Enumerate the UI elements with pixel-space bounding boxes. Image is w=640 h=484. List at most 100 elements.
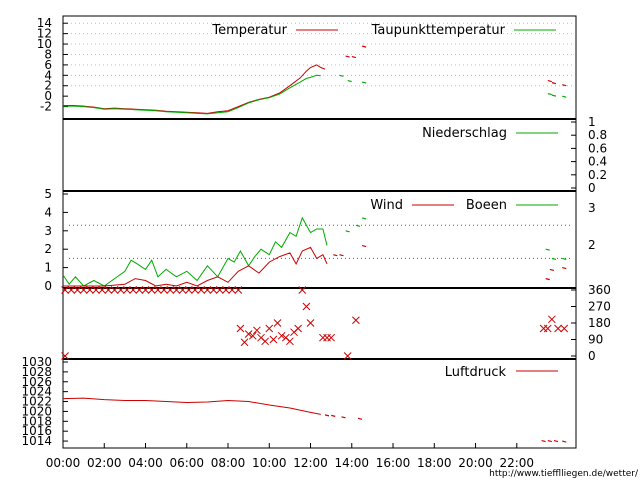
series-fragment bbox=[331, 414, 336, 417]
y2-tick-label: 0.6 bbox=[588, 141, 607, 155]
direction-marker bbox=[191, 286, 199, 294]
y2-tick-label: 3 bbox=[588, 201, 596, 215]
series-fragment bbox=[339, 254, 344, 257]
direction-marker bbox=[79, 286, 88, 294]
direction-marker bbox=[129, 286, 137, 294]
series-fragment bbox=[545, 278, 550, 281]
series-fragment bbox=[341, 416, 346, 419]
x-tick-label: 08:00 bbox=[211, 456, 246, 470]
direction-marker bbox=[98, 286, 107, 294]
direction-marker bbox=[154, 286, 162, 294]
direction-marker bbox=[116, 286, 125, 294]
series-fragment bbox=[357, 417, 363, 420]
legend-rain: Niederschlag bbox=[422, 126, 507, 141]
direction-marker bbox=[61, 352, 69, 360]
direction-marker bbox=[228, 286, 236, 294]
direction-marker bbox=[209, 286, 218, 294]
y-tick-label: 1014 bbox=[21, 434, 52, 448]
series-fragment bbox=[333, 254, 338, 257]
x-tick-label: 02:00 bbox=[87, 456, 122, 470]
series-fragment bbox=[362, 217, 367, 220]
x-tick-label: 16:00 bbox=[376, 456, 411, 470]
panel-frames bbox=[62, 15, 577, 449]
direction-marker bbox=[67, 286, 76, 294]
direction-marker bbox=[61, 286, 69, 294]
y-tick-label: 4 bbox=[44, 68, 52, 82]
series-fragment bbox=[362, 45, 367, 48]
y-tick-label: 1022 bbox=[21, 395, 52, 409]
y2-tick-label: 270 bbox=[588, 300, 611, 314]
series-fragment bbox=[355, 224, 361, 227]
x-tick-label: 04:00 bbox=[128, 456, 163, 470]
direction-marker bbox=[234, 286, 243, 294]
data-series bbox=[61, 45, 569, 443]
y-tick-label: 2 bbox=[44, 242, 52, 256]
y-tick-label: 1 bbox=[44, 261, 52, 275]
x-tick-label: 06:00 bbox=[169, 456, 204, 470]
direction-marker bbox=[539, 324, 548, 333]
chart-frame bbox=[62, 15, 577, 449]
y-tick-label: 3 bbox=[44, 224, 52, 238]
y2-tick-label: 1 bbox=[588, 115, 596, 129]
legend-dewpoint: Taupunkttemperatur bbox=[371, 23, 506, 38]
y-tick-label: 0 bbox=[44, 279, 52, 293]
direction-marker bbox=[222, 286, 230, 294]
direction-marker bbox=[104, 286, 113, 294]
direction-marker bbox=[244, 330, 253, 338]
direction-marker bbox=[203, 286, 212, 294]
series-fragment bbox=[545, 248, 550, 251]
y-tick-label: 1026 bbox=[21, 375, 52, 389]
direction-marker bbox=[92, 286, 100, 294]
axis-ticks: 00:00 02:00 04:00 06:00 08:00 10:00 12:00 14:00… bbox=[21, 16, 610, 470]
direction-marker bbox=[240, 338, 249, 347]
direction-marker bbox=[253, 326, 261, 335]
direction-marker bbox=[160, 286, 168, 294]
series-fragment bbox=[562, 257, 567, 260]
series-fragment bbox=[551, 82, 557, 85]
direction-marker bbox=[277, 331, 286, 340]
direction-marker bbox=[265, 324, 274, 333]
y2-tick-label: 0.4 bbox=[588, 155, 607, 169]
direction-marker bbox=[261, 337, 269, 346]
direction-marker bbox=[319, 333, 327, 342]
series-fragment bbox=[562, 267, 567, 270]
footer-url: http://www.tiefflliegen.de/wetter/ bbox=[489, 469, 639, 479]
y2-tick-label: 180 bbox=[588, 316, 611, 330]
direction-marker bbox=[327, 333, 336, 342]
y-tick-label: -2 bbox=[40, 100, 52, 114]
series-fragment bbox=[345, 230, 350, 233]
series-fragment bbox=[345, 55, 350, 58]
direction-marker bbox=[352, 316, 360, 325]
y-tick-label: 1016 bbox=[21, 424, 52, 438]
x-tick-label: 18:00 bbox=[417, 456, 452, 470]
series-fragment bbox=[362, 244, 367, 248]
series-fragment bbox=[551, 257, 557, 260]
direction-marker bbox=[215, 286, 224, 294]
direction-marker bbox=[172, 286, 181, 294]
legend-gust: Boeen bbox=[466, 198, 507, 213]
direction-marker bbox=[123, 286, 131, 294]
direction-marker bbox=[197, 286, 206, 294]
series-line bbox=[63, 74, 321, 115]
direction-marker bbox=[343, 352, 352, 360]
series-fragment bbox=[553, 439, 559, 443]
y-tick-label: 1020 bbox=[21, 404, 52, 418]
series-fragment bbox=[547, 439, 552, 443]
direction-marker bbox=[543, 324, 552, 333]
x-tick-label: 12:00 bbox=[293, 456, 328, 470]
direction-marker bbox=[560, 324, 569, 333]
y-tick-label: 14 bbox=[37, 16, 52, 30]
series-fragment bbox=[551, 94, 557, 97]
y-tick-label: 10 bbox=[37, 37, 52, 51]
y-tick-label: 2 bbox=[44, 79, 52, 93]
y2-tick-label: 2 bbox=[588, 238, 596, 252]
series-fragment bbox=[547, 79, 552, 83]
direction-marker bbox=[248, 331, 257, 340]
direction-marker bbox=[236, 324, 245, 333]
direction-marker bbox=[141, 286, 150, 294]
direction-marker bbox=[178, 286, 187, 294]
y-tick-label: 5 bbox=[44, 187, 52, 201]
direction-marker bbox=[306, 319, 315, 327]
